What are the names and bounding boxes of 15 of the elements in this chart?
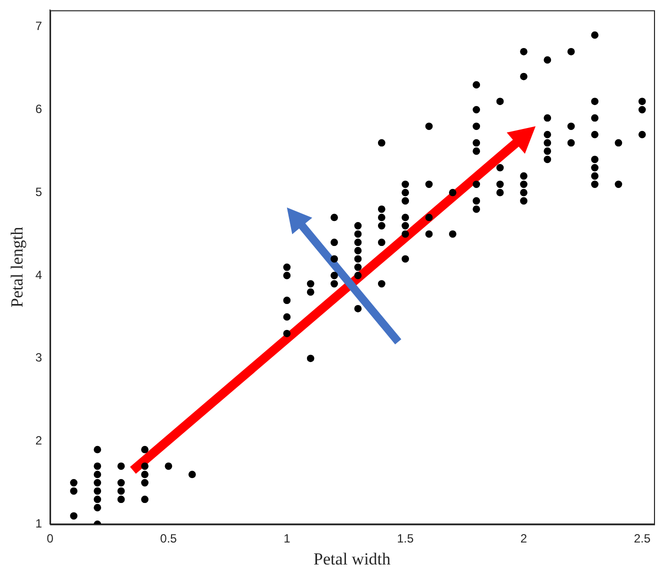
y-tick-label: 4: [35, 268, 42, 282]
x-tick-label: 0.5: [160, 532, 178, 546]
x-tick-label: 2.5: [634, 532, 651, 546]
x-tick-label: 0: [46, 532, 54, 546]
x-tick-label: 1: [284, 532, 291, 546]
y-tick-label: 7: [35, 19, 42, 34]
y-tick-label: 3: [35, 350, 42, 365]
x-tick-label: 1.5: [396, 532, 414, 546]
x-axis-title: Petal width: [314, 549, 392, 568]
y-tick-label: 5: [35, 184, 42, 199]
x-tick-label: 2: [520, 532, 528, 546]
y-tick-label: 2: [35, 434, 42, 448]
y-tick-label: 6: [35, 102, 42, 116]
y-axis-title: Petal length: [8, 226, 27, 308]
y-tick-label: 1: [35, 516, 42, 531]
